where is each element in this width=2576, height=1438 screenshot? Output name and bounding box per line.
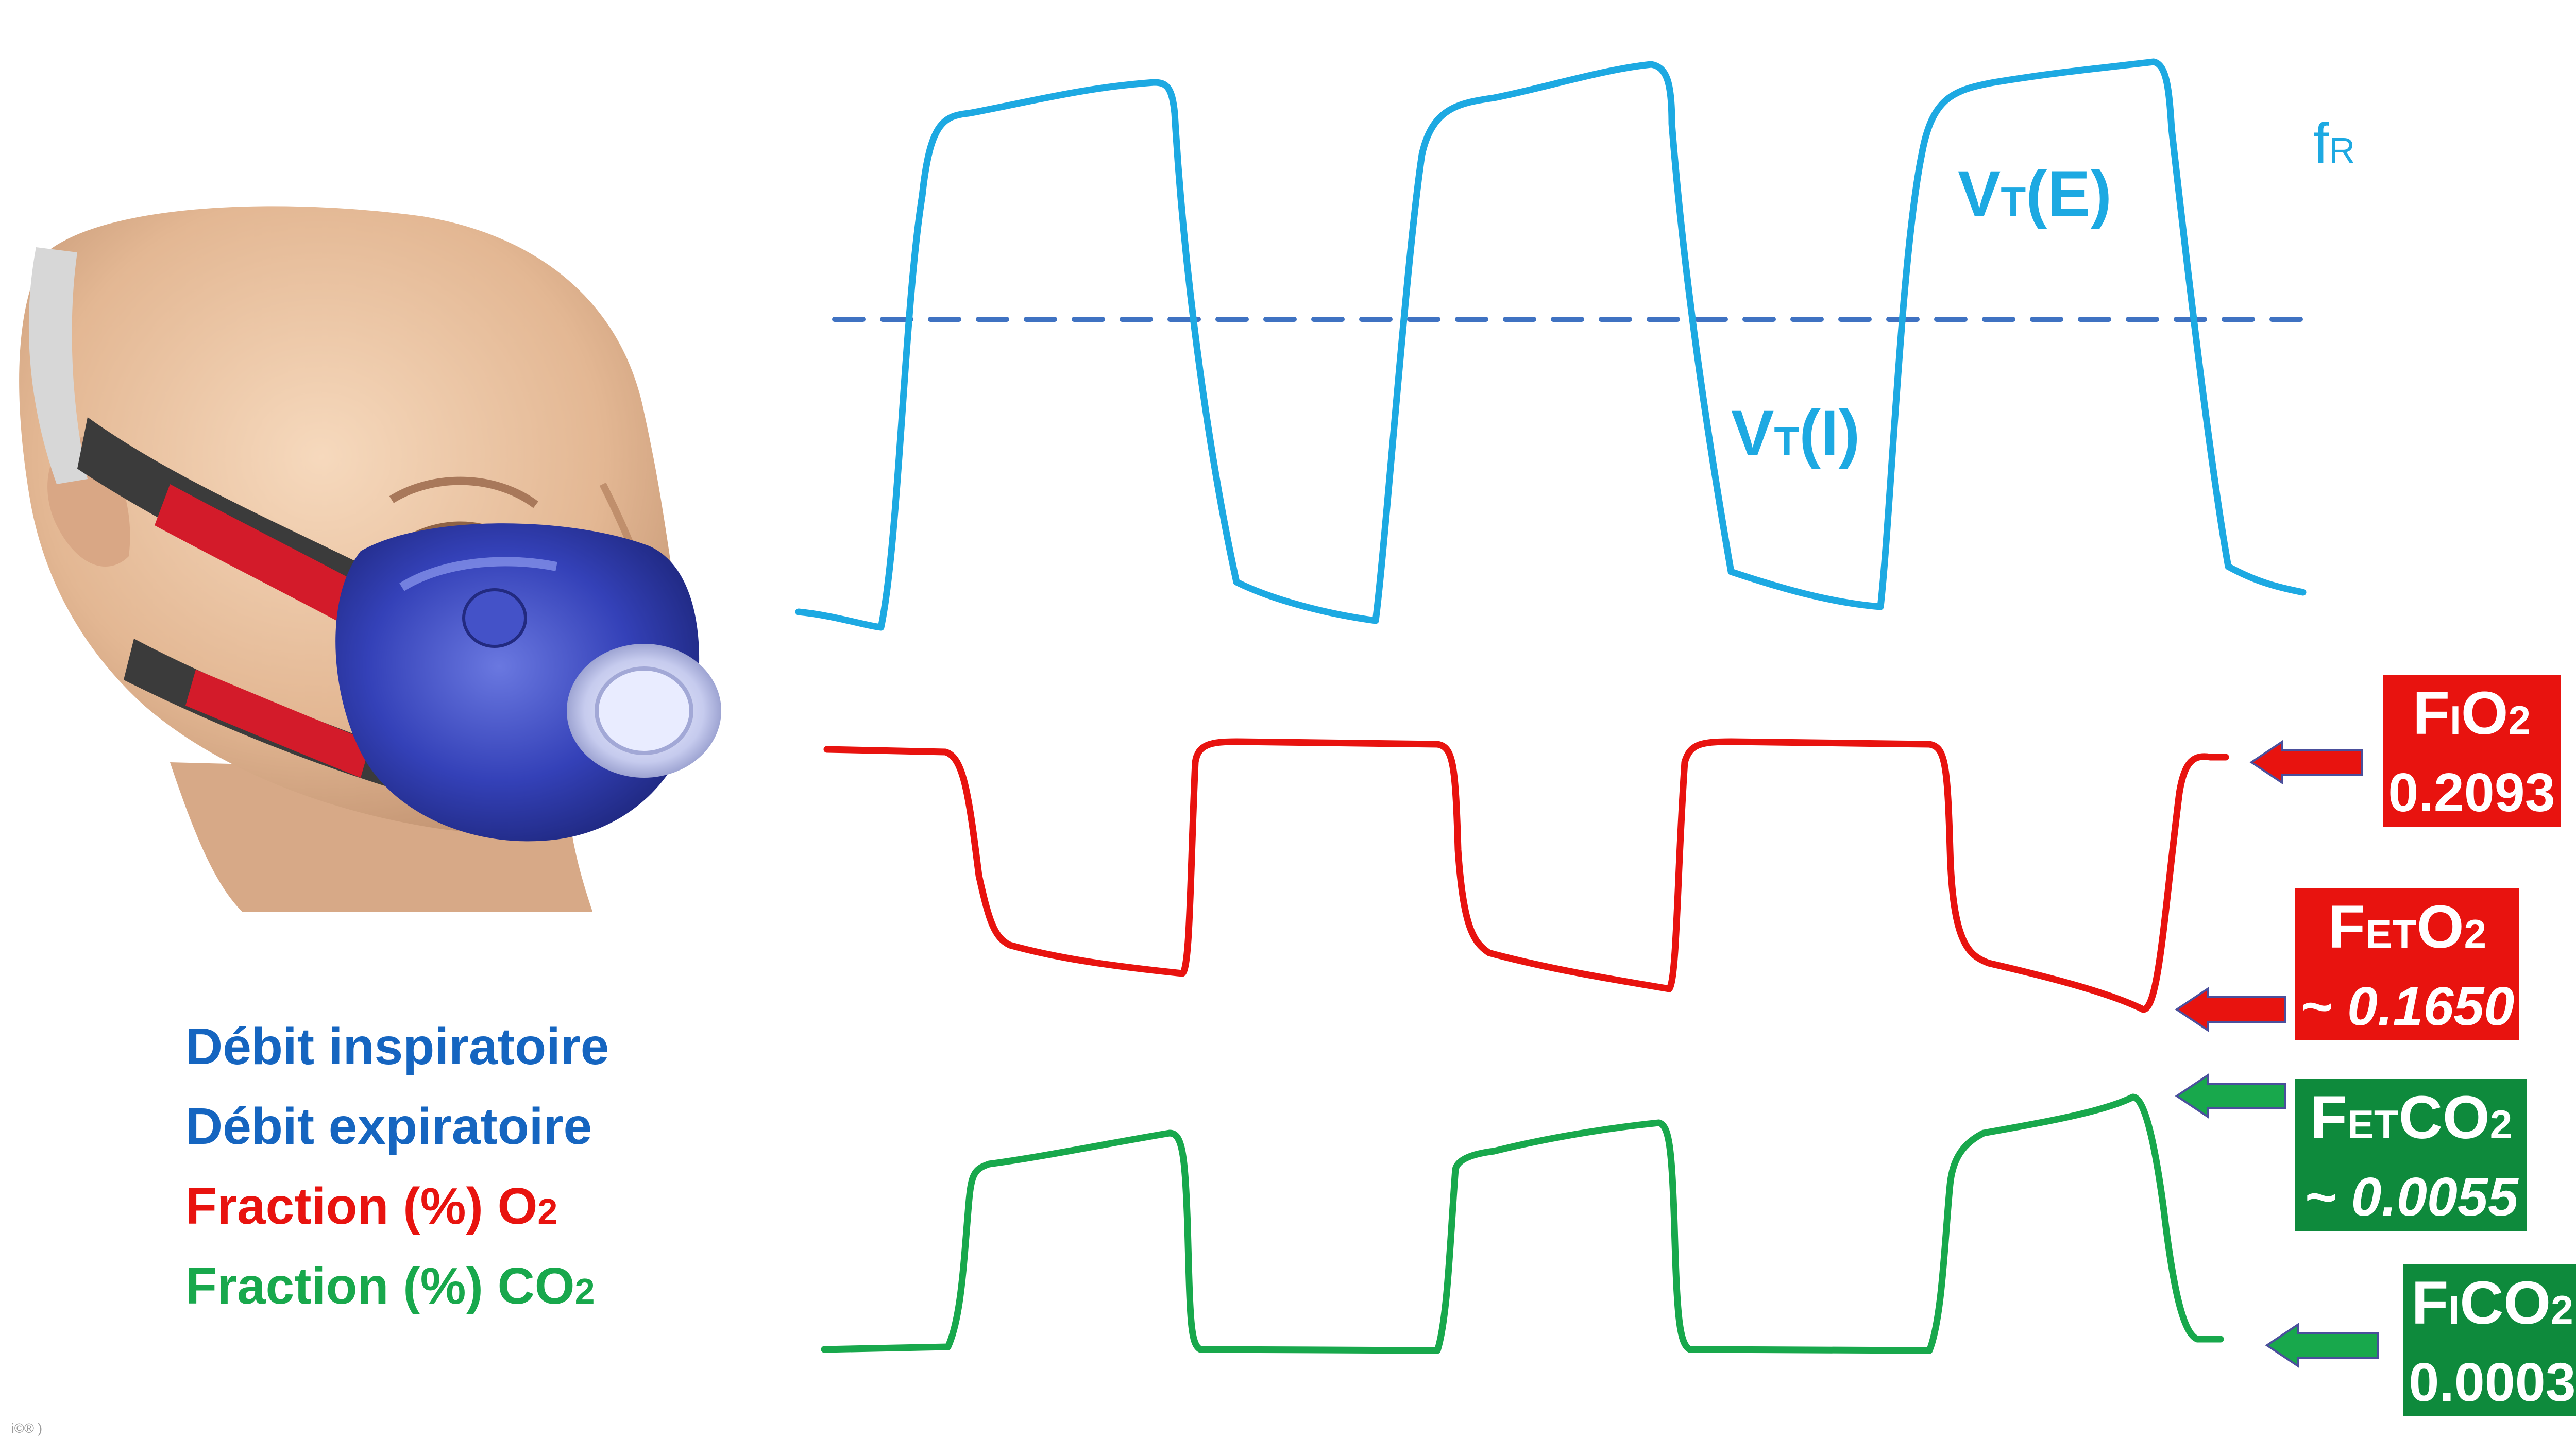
legend-item-debit-inspiratoire: Débit inspiratoire (185, 1017, 609, 1076)
feto2-sub: ET (2365, 911, 2417, 956)
arrow-feto2-icon (2175, 987, 2286, 1032)
fio2-value: 0.2093 (2388, 762, 2555, 823)
fetco2-box: FETCO2 ~ 0.0055 (2295, 1079, 2527, 1231)
label-subscript: T (1774, 418, 1800, 464)
legend-item-debit-expiratoire: Débit expiratoire (185, 1097, 592, 1156)
fio2-box: FIO2 0.2093 (2383, 675, 2561, 827)
legend-text: Débit inspiratoire (185, 1018, 609, 1075)
fetco2-post: CO (2398, 1084, 2490, 1152)
legend-text: Débit expiratoire (185, 1098, 592, 1155)
mask-illustration (19, 206, 721, 912)
feto2-label: FETO2 (2295, 888, 2519, 972)
legend-text: Fraction (%) O (185, 1177, 538, 1235)
label-vt-inspiratory: VT(I) (1731, 397, 1860, 470)
feto2-post: O (2416, 893, 2464, 961)
arrow-fico2-icon (2265, 1323, 2379, 1368)
fetco2-value: ~ 0.0055 (2304, 1167, 2518, 1227)
co2-waveform (821, 1093, 2224, 1354)
label-main: V (1958, 158, 2001, 230)
fico2-value: 0.0003 (2409, 1352, 2576, 1413)
fio2-pre: F (2413, 679, 2450, 747)
legend-text: Fraction (%) CO (185, 1257, 575, 1315)
label-main: (E) (2026, 158, 2112, 230)
legend-item-fraction-co2: Fraction (%) CO2 (185, 1257, 595, 1316)
arrow-fetco2-icon (2175, 1073, 2286, 1119)
label-subscript: R (2329, 130, 2355, 170)
o2-waveform (823, 738, 2229, 1013)
label-vt-expiratory: VT(E) (1958, 157, 2112, 231)
label-subscript: T (2001, 179, 2026, 225)
corner-mark: i©® ) (11, 1420, 42, 1436)
fio2-post: O (2461, 679, 2509, 747)
fio2-sub: I (2450, 697, 2461, 743)
legend-subscript: 2 (574, 1271, 595, 1311)
fico2-post-sub: 2 (2551, 1287, 2573, 1332)
fetco2-pre: F (2310, 1084, 2348, 1152)
fico2-box: FICO2 0.0003 (2403, 1264, 2576, 1416)
legend-item-fraction-o2: Fraction (%) O2 (185, 1177, 557, 1236)
label-main: (I) (1799, 398, 1860, 469)
fico2-label: FICO2 (2403, 1264, 2576, 1348)
fetco2-label: FETCO2 (2295, 1079, 2527, 1163)
feto2-post-sub: 2 (2464, 911, 2486, 956)
label-respiratory-frequency: fR (2313, 111, 2355, 176)
fico2-post: CO (2460, 1269, 2551, 1337)
fio2-label: FIO2 (2383, 675, 2561, 759)
label-main: V (1731, 398, 1774, 469)
feto2-value: ~ 0.1650 (2300, 976, 2515, 1037)
legend-subscript: 2 (537, 1191, 558, 1231)
volume-waveform (795, 58, 2307, 631)
label-main: f (2313, 112, 2329, 175)
fetco2-sub: ET (2347, 1102, 2399, 1147)
fetco2-post-sub: 2 (2489, 1102, 2513, 1147)
feto2-pre: F (2328, 893, 2366, 961)
arrow-fio2-icon (2249, 740, 2363, 785)
feto2-box: FETO2 ~ 0.1650 (2295, 888, 2519, 1040)
fico2-pre: F (2411, 1269, 2449, 1337)
fio2-post-sub: 2 (2508, 697, 2531, 743)
fico2-sub: I (2448, 1287, 2460, 1332)
